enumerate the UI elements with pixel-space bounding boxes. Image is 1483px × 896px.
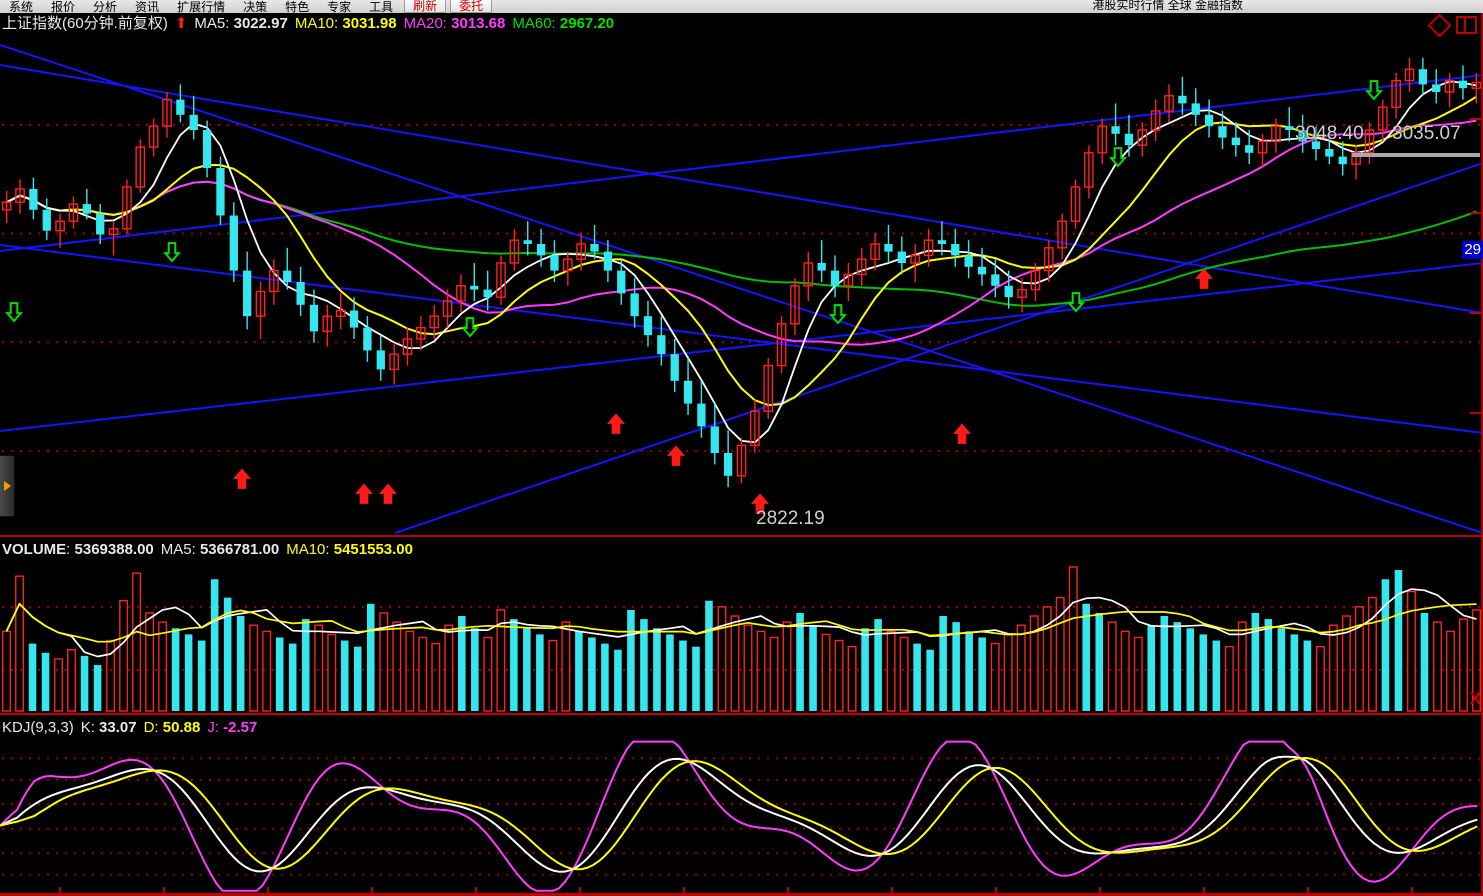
menu-item-2[interactable]: 分析 [93, 0, 118, 14]
volume-header: VOLUME: 5369388.00 MA5: 5366781.00 MA10: 5… [2, 540, 420, 559]
volume-ma10-label: MA10: 5451553.00 [286, 541, 413, 558]
volume-ma5-label: MA5: 5366781.00 [160, 541, 280, 558]
chart-tool-icons [1427, 12, 1477, 38]
refresh-button[interactable]: 刷新 [404, 0, 447, 13]
kdj-title: KDJ(9,3,3) [2, 719, 74, 736]
low-price-label: 2822.19 [756, 508, 825, 529]
menu-item-6[interactable]: 特色 [285, 0, 310, 14]
diamond-icon[interactable] [1427, 12, 1452, 38]
price-chart-panel[interactable]: 上证指数(60分钟.前复权) ⬆ MA5: 3022.97 MA10: 3031.98… [0, 13, 1483, 535]
panel-divider-1[interactable] [0, 535, 1483, 537]
menu-bar: 系统 报价 分析 资讯 扩展行情 决策 特色 专家 工具 刷新 委托 港股实时行… [0, 0, 1483, 14]
order-button[interactable]: 委托 [450, 0, 493, 13]
volume-title: VOLUME: 5369388.00 [2, 541, 154, 558]
volume-chart-canvas[interactable] [0, 539, 1483, 713]
right-axis-price-label: 29 [1462, 241, 1483, 259]
high-price-label: 3048.40 [1295, 123, 1364, 144]
close-volume-panel-button[interactable]: X [1469, 689, 1481, 708]
trend-up-arrow-icon: ⬆ [174, 15, 188, 32]
menu-item-0[interactable]: 系统 [9, 0, 34, 14]
menu-item-8[interactable]: 工具 [369, 0, 394, 14]
panel-divider-2[interactable] [0, 713, 1483, 715]
right-edge-border [1481, 13, 1483, 896]
menu-item-1[interactable]: 报价 [51, 0, 76, 14]
split-view-icon[interactable] [1456, 16, 1477, 34]
price-title: 上证指数(60分钟.前复权) [2, 15, 168, 32]
volume-panel[interactable]: VOLUME: 5369388.00 MA5: 5366781.00 MA10: 5… [0, 539, 1483, 713]
menu-item-5[interactable]: 决策 [243, 0, 268, 14]
kdj-k-label: K: 33.07 [80, 719, 137, 736]
ma5-label: MA5: 3022.97 [194, 15, 288, 32]
last-price-label: 3035.07 [1392, 123, 1461, 144]
ma20-label: MA20: 3013.68 [403, 15, 506, 32]
ma60-label: MA60: 2967.20 [512, 15, 615, 32]
price-header: 上证指数(60分钟.前复权) ⬆ MA5: 3022.97 MA10: 3031.98… [2, 14, 621, 33]
kdj-chart-canvas[interactable] [0, 717, 1483, 896]
price-chart-canvas[interactable] [0, 13, 1483, 535]
menu-item-4[interactable]: 扩展行情 [177, 0, 226, 14]
kdj-panel[interactable]: KDJ(9,3,3) K: 33.07 D: 50.88 J: -2.57 [0, 717, 1483, 896]
menu-item-7[interactable]: 专家 [327, 0, 352, 14]
expand-arrow-icon[interactable] [0, 455, 15, 517]
ma10-label: MA10: 3031.98 [294, 15, 397, 32]
kdj-header: KDJ(9,3,3) K: 33.07 D: 50.88 J: -2.57 [2, 718, 264, 737]
menu-right-text: 港股实时行情 全球 金融指数 [1092, 0, 1243, 12]
menu-item-3[interactable]: 资讯 [135, 0, 160, 14]
kdj-j-label: J: -2.57 [207, 719, 258, 736]
kdj-d-label: D: 50.88 [143, 719, 201, 736]
